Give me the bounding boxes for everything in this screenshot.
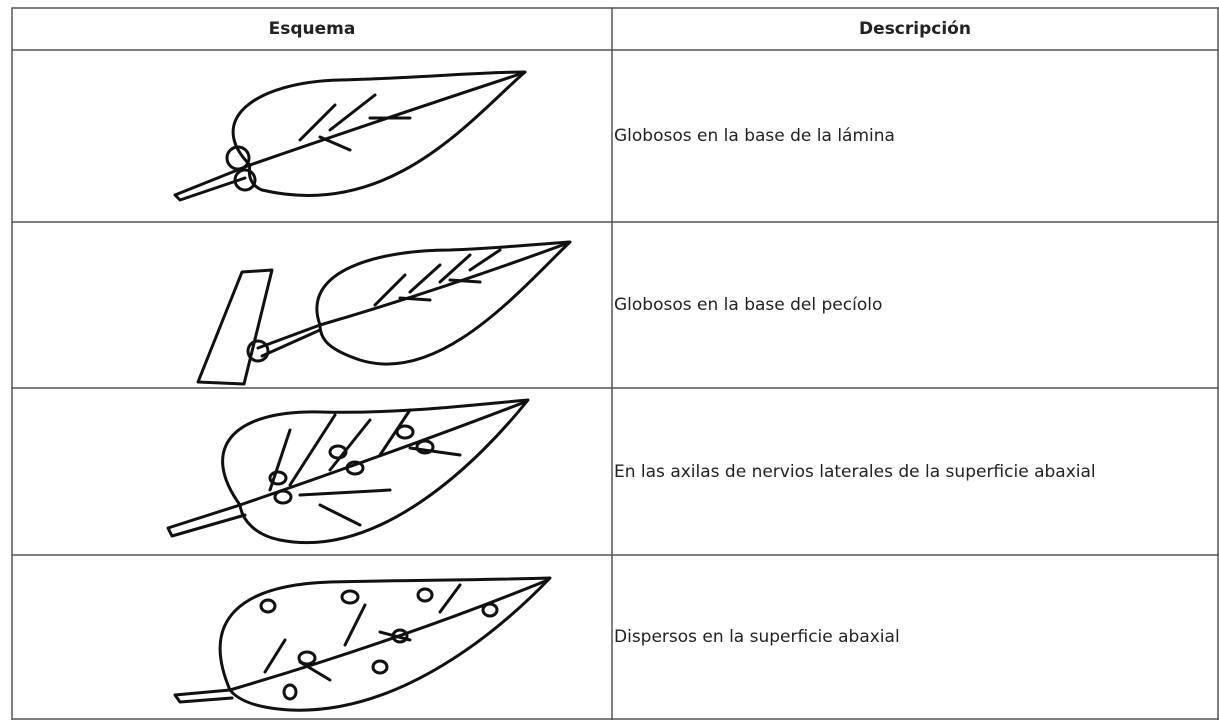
description: Globosos en la base de la lámina [614, 126, 895, 146]
table-borders [11, 7, 1219, 720]
description: En las axilas de nervios laterales de la… [614, 461, 1096, 482]
description: Globosos en la base del pecíolo [614, 295, 883, 315]
leaf-sketch-1 [173, 70, 527, 202]
column-header: Esquema [268, 19, 356, 39]
leaf-sketch-2 [196, 240, 572, 386]
column-header: Descripción [859, 19, 971, 39]
leaf-sketch-3 [166, 398, 530, 544]
leaf-sketch-4 [173, 576, 552, 712]
description: Dispersos en la superficie abaxial [614, 627, 900, 647]
